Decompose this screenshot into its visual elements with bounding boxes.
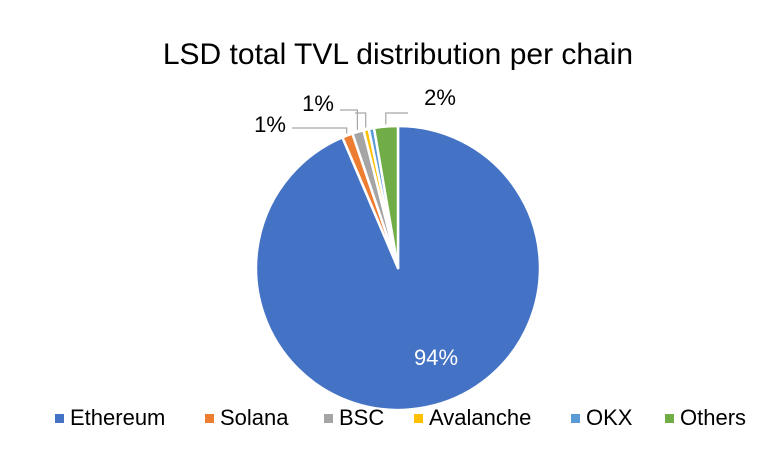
pie-slices xyxy=(254,124,542,412)
data-label-others: 2% xyxy=(424,85,456,110)
legend-label-ethereum: Ethereum xyxy=(70,405,165,430)
legend-item-okx: OKX xyxy=(571,405,633,430)
leader-line-avalanche xyxy=(355,112,367,128)
legend-item-ethereum: Ethereum xyxy=(55,405,165,430)
data-label-solana: 1% xyxy=(254,112,286,137)
legend-item-avalanche: Avalanche xyxy=(414,405,531,430)
legend-swatch-okx xyxy=(571,414,580,423)
legend: Ethereum Solana BSC Avalanche OKX Others xyxy=(55,405,746,430)
legend-label-bsc: BSC xyxy=(339,405,384,430)
pie-slice-others xyxy=(372,124,400,270)
data-label-bsc: 1% xyxy=(302,91,334,116)
chart-title: LSD total TVL distribution per chain xyxy=(163,38,633,71)
leader-line-solana xyxy=(292,127,348,134)
leader-line-bsc xyxy=(340,109,358,130)
legend-label-avalanche: Avalanche xyxy=(429,405,531,430)
legend-swatch-others xyxy=(665,414,674,423)
legend-swatch-bsc xyxy=(324,414,333,423)
legend-label-others: Others xyxy=(680,405,746,430)
legend-label-solana: Solana xyxy=(220,405,289,430)
leader-lines xyxy=(292,109,408,134)
legend-swatch-solana xyxy=(205,414,214,423)
data-label-ethereum: 94% xyxy=(414,345,458,370)
legend-item-bsc: BSC xyxy=(324,405,384,430)
leader-line-others xyxy=(385,112,408,125)
legend-label-okx: OKX xyxy=(586,405,633,430)
legend-item-others: Others xyxy=(665,405,746,430)
legend-item-solana: Solana xyxy=(205,405,289,430)
legend-swatch-avalanche xyxy=(414,414,423,423)
data-labels: 94% 1% 1% 2% xyxy=(254,85,458,370)
legend-swatch-ethereum xyxy=(55,414,64,423)
